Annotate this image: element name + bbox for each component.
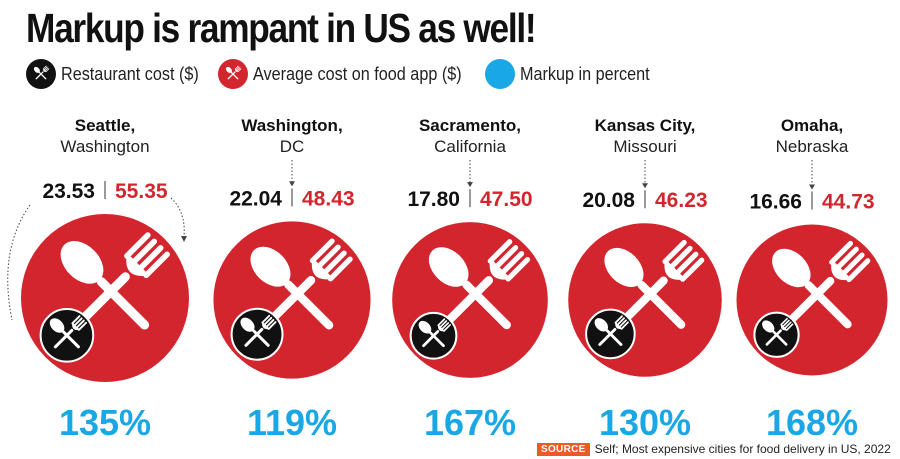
region-label: Nebraska (776, 137, 849, 156)
source-note: SOURCE Self; Most expensive cities for f… (537, 442, 891, 456)
fork-spoon-icon (33, 65, 50, 80)
region-label: Washington (60, 137, 149, 156)
city-group: Omaha, Nebraska 16.66 44.73 168% (736, 116, 888, 443)
legend-item-app: Average cost on food app ($) (218, 59, 485, 89)
pointer-arrow (809, 184, 815, 190)
markup-percent-label: 135% (59, 402, 151, 443)
fork-spoon-icon (418, 318, 451, 348)
pointer-arrow (642, 183, 648, 189)
restaurant-cost-label: 16.66 (749, 190, 802, 213)
pointer-arrow (289, 181, 295, 187)
source-text: Self; Most expensive cities for food del… (594, 442, 891, 456)
restaurant-cost-label: 17.80 (407, 188, 460, 211)
markup-percent-label: 168% (766, 402, 858, 443)
app-cost-label: 44.73 (822, 190, 875, 213)
source-tag: SOURCE (537, 442, 590, 456)
city-group: Kansas City, Missouri 20.08 46.23 130% (568, 116, 722, 443)
legend-swatch-app (218, 59, 249, 89)
fork-spoon-icon (49, 315, 88, 349)
city-group: Washington, DC 22.04 48.43 119% (213, 116, 371, 443)
app-cost-label: 46.23 (655, 189, 708, 212)
legend-item-restaurant: Restaurant cost ($) (26, 59, 214, 89)
restaurant-cost-label: 23.53 (42, 180, 95, 203)
legend-label-markup: Markup in percent (519, 63, 650, 84)
legend-item-markup: Markup in percent (484, 59, 664, 89)
fork-spoon-icon (60, 232, 170, 330)
legend-label-restaurant: Restaurant cost ($) (61, 63, 199, 84)
markup-percent-label: 167% (424, 402, 516, 443)
fork-spoon-icon (762, 317, 794, 346)
city-name-label: Kansas City, (595, 116, 696, 135)
pointer-arc-right (170, 197, 185, 237)
region-label: California (434, 137, 506, 156)
app-cost-label: 55.35 (115, 180, 168, 203)
pointer-arrow (181, 236, 187, 242)
legend-swatch-restaurant (26, 59, 56, 89)
restaurant-cost-label: 20.08 (582, 189, 635, 212)
city-group: Sacramento, California 17.80 47.50 167% (392, 116, 548, 443)
markup-percent-label: 130% (599, 402, 691, 443)
app-cost-label: 48.43 (302, 187, 355, 210)
fork-spoon-icon (604, 239, 705, 329)
city-name-label: Seattle, (75, 116, 135, 135)
city-group: Seattle, Washington 23.53 55.35 135% (7, 116, 189, 443)
markup-percent-label: 119% (247, 402, 337, 443)
fork-spoon-icon (772, 240, 871, 329)
legend-swatch-markup (484, 59, 515, 89)
fork-spoon-icon (225, 65, 242, 80)
fork-spoon-icon (240, 314, 277, 347)
pointer-arrow (467, 182, 473, 188)
region-label: DC (280, 137, 305, 156)
app-cost-label: 47.50 (480, 188, 533, 211)
city-name-label: Washington, (241, 116, 342, 135)
legend-label-app: Average cost on food app ($) (253, 63, 462, 84)
city-name-label: Sacramento, (419, 116, 521, 135)
chart-title: Markup is rampant in US as well! (26, 5, 537, 51)
fork-spoon-icon (594, 315, 629, 346)
fork-spoon-icon (428, 239, 531, 330)
legend: Restaurant cost ($) (26, 58, 678, 90)
restaurant-cost-label: 22.04 (229, 187, 282, 210)
city-name-label: Omaha, (781, 116, 843, 135)
region-label: Missouri (613, 137, 676, 156)
